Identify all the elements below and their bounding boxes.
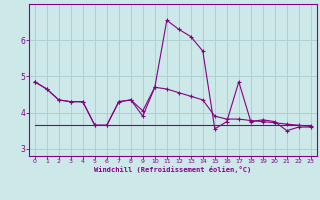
X-axis label: Windchill (Refroidissement éolien,°C): Windchill (Refroidissement éolien,°C) [94, 166, 252, 173]
